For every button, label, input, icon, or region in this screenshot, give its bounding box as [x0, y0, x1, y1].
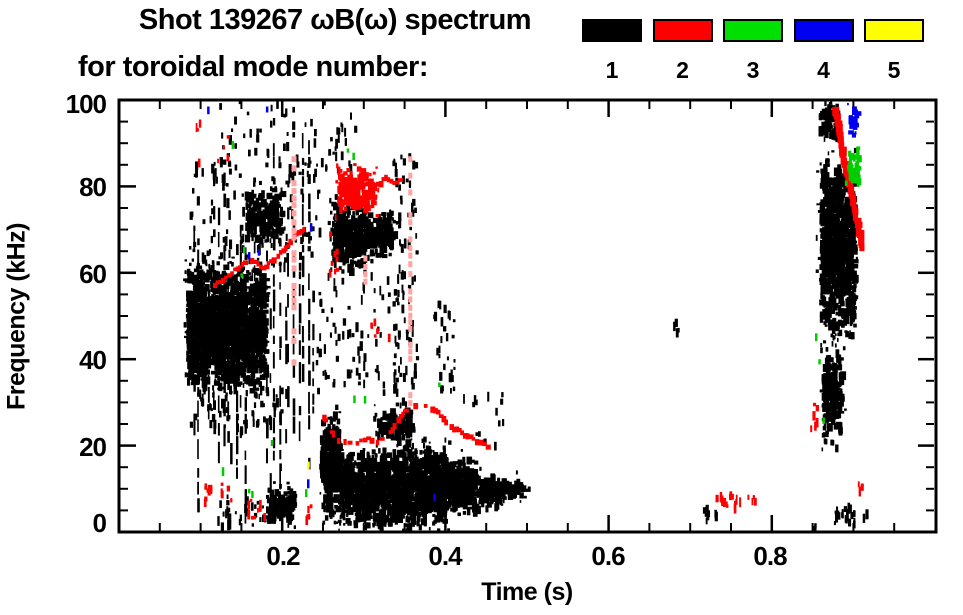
y-tick-60: 60 — [79, 259, 107, 289]
legend-label-mode-1: 1 — [605, 57, 619, 83]
legend-swatch-mode-2 — [652, 19, 713, 42]
x-tick-0.4: 0.4 — [428, 541, 462, 571]
y-tick-0: 0 — [92, 508, 107, 538]
x-tick-0.6: 0.6 — [591, 541, 625, 571]
x-tick-0.8: 0.8 — [753, 541, 787, 571]
legend-swatch-mode-4 — [793, 19, 854, 42]
legend-label-mode-2: 2 — [676, 57, 689, 83]
figure-title: Shot 139267 ωB(ω) spectrum — [138, 4, 532, 36]
y-tick-80: 80 — [79, 172, 107, 202]
y-tick-20: 20 — [79, 432, 107, 462]
y-axis-title: Frequency (kHz) — [2, 223, 31, 410]
legend-label-mode-5: 5 — [887, 57, 901, 83]
legend-label-mode-4: 4 — [817, 57, 830, 83]
y-tick-100: 100 — [65, 89, 107, 119]
legend-label-mode-3: 3 — [746, 57, 760, 83]
legend-swatch-mode-3 — [723, 19, 783, 42]
legend-swatch-mode-5 — [864, 19, 924, 42]
x-axis-title: Time (s) — [481, 578, 573, 606]
figure-subtitle: for toroidal mode number: — [78, 51, 429, 83]
x-tick-0.2: 0.2 — [266, 541, 300, 571]
legend-swatch-mode-1 — [582, 19, 642, 42]
y-tick-40: 40 — [79, 345, 107, 375]
